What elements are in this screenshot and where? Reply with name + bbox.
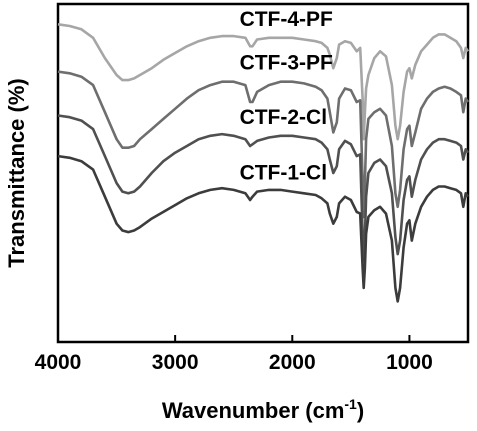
x-axis-ticks bbox=[57, 335, 411, 342]
series-lines bbox=[57, 23, 470, 303]
series-label-ctf-1-cl: CTF-1-Cl bbox=[240, 162, 327, 185]
series-line-ctf-3-pf bbox=[57, 70, 470, 219]
x-tick-label: 1000 bbox=[386, 351, 433, 374]
x-axis-tick-labels: 4000 3000 2000 1000 bbox=[35, 351, 433, 374]
series-line-ctf-2-cl bbox=[57, 114, 470, 263]
series-label-ctf-4-pf: CTF-4-PF bbox=[240, 8, 333, 31]
x-tick-label: 2000 bbox=[269, 351, 316, 374]
series-label-ctf-2-cl: CTF-2-Cl bbox=[240, 106, 327, 129]
y-axis-title: Transmittance (%) bbox=[4, 78, 29, 268]
x-tick-label: 4000 bbox=[35, 351, 82, 374]
series-label-ctf-3-pf: CTF-3-PF bbox=[240, 52, 333, 75]
plot-frame bbox=[56, 2, 470, 344]
x-axis-title: Wavenumber (cm-1) bbox=[162, 396, 364, 423]
x-tick-label: 3000 bbox=[152, 351, 199, 374]
series-line-ctf-4-pf bbox=[57, 23, 470, 141]
series-line-ctf-1-cl bbox=[57, 154, 470, 303]
series-labels: CTF-4-PF CTF-3-PF CTF-2-Cl CTF-1-Cl bbox=[240, 8, 333, 185]
